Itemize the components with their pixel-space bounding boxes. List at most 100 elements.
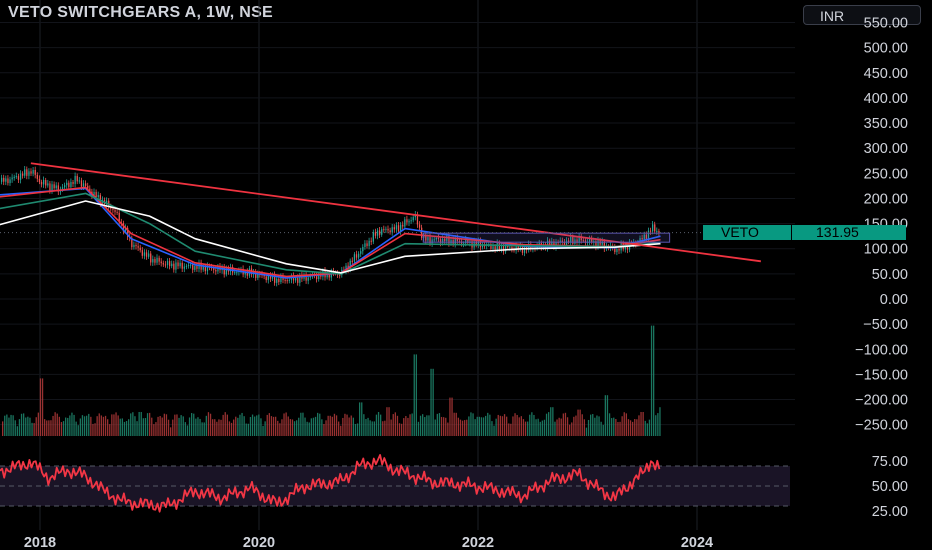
volume-bar — [23, 413, 25, 436]
volume-bar — [409, 414, 411, 436]
candle-body — [400, 224, 402, 232]
candle-body — [66, 182, 68, 186]
candle-body — [595, 240, 597, 247]
candle — [408, 218, 410, 227]
volume-bar — [640, 412, 642, 436]
candle-body — [145, 252, 148, 257]
candle-body — [166, 261, 169, 265]
volume-bar — [56, 413, 58, 436]
volume-bar — [361, 402, 363, 436]
candle-body — [164, 264, 167, 266]
volume-bar — [140, 412, 142, 436]
candle-body — [492, 246, 494, 249]
volume-bar — [25, 417, 27, 436]
candle — [370, 237, 372, 246]
volume-bar — [100, 415, 102, 436]
candle-body — [7, 178, 9, 184]
volume-bar — [518, 417, 520, 436]
time-axis-tick: 2024 — [681, 535, 713, 550]
candle-body — [255, 272, 257, 278]
candle — [406, 215, 408, 226]
candle — [13, 174, 15, 181]
volume-bar — [222, 414, 224, 436]
currency-selector[interactable]: INR — [803, 5, 921, 25]
volume-bar — [296, 420, 298, 436]
candle-body — [154, 258, 156, 263]
volume-bar — [335, 415, 338, 436]
volume-bar — [499, 415, 501, 436]
volume-bar — [136, 421, 138, 436]
volume-bar — [415, 354, 417, 436]
volume-bar — [497, 414, 499, 436]
price-axis-tick: 200.00 — [864, 191, 908, 207]
candle-body — [580, 236, 582, 241]
volume-bar — [384, 420, 386, 436]
candle-body — [603, 241, 605, 249]
candle-body — [194, 265, 196, 270]
volume-bar — [6, 414, 8, 436]
candle-body — [435, 237, 437, 240]
range-box — [422, 232, 671, 243]
volume-bar — [495, 418, 497, 436]
candle — [30, 168, 32, 177]
volume-bar — [600, 421, 602, 436]
candle-body — [439, 239, 442, 243]
volume-bar — [199, 418, 201, 436]
candle-body — [351, 260, 353, 262]
volume-bar — [151, 417, 153, 436]
candle-body — [43, 180, 45, 185]
volume-bar — [14, 420, 16, 436]
candle-body — [89, 188, 91, 192]
candle — [351, 257, 353, 265]
candle-body — [561, 240, 563, 243]
candle-body — [5, 178, 7, 182]
volume-bar — [237, 417, 239, 436]
candle-body — [162, 263, 164, 265]
volume-bar — [90, 416, 92, 436]
candle-body — [34, 169, 36, 175]
candle — [11, 174, 13, 183]
drawings[interactable] — [0, 162, 795, 263]
volume-bar — [245, 423, 247, 436]
candle — [589, 235, 591, 246]
volume-bar — [489, 414, 491, 436]
candle — [3, 174, 5, 186]
candle-body — [465, 239, 467, 244]
grid-lines — [0, 0, 795, 530]
candle-body — [223, 267, 225, 275]
candle — [416, 211, 419, 228]
candle-body — [654, 224, 656, 232]
candle-body — [87, 185, 89, 189]
volume-bar — [98, 413, 100, 436]
candle — [57, 182, 59, 196]
volume-bar — [172, 419, 174, 436]
volume-bar — [581, 414, 583, 436]
candle — [196, 262, 198, 272]
candle-body — [385, 228, 387, 230]
volume-bar — [604, 395, 606, 436]
candle-body — [652, 224, 654, 232]
candle-body — [85, 183, 87, 186]
volume-bar — [417, 421, 420, 436]
candle-body — [372, 232, 374, 242]
candle-body — [49, 183, 51, 191]
volume-bar — [258, 414, 260, 436]
candle-body — [408, 220, 410, 223]
candle — [185, 263, 188, 270]
volume-bar — [440, 416, 443, 436]
candle — [156, 254, 158, 266]
volume-bar — [308, 422, 310, 436]
volume-bar — [367, 417, 369, 436]
volume-bar — [35, 417, 37, 436]
volume-bar — [86, 415, 88, 436]
candle-body — [316, 274, 318, 280]
volume-bar — [201, 422, 203, 436]
volume-bar — [60, 422, 63, 436]
volume-bar — [287, 416, 289, 436]
volume-bar — [629, 420, 632, 436]
candle-body — [477, 240, 479, 245]
volume-bar — [170, 427, 172, 436]
candle-body — [26, 169, 28, 176]
volume-bar — [167, 419, 170, 436]
